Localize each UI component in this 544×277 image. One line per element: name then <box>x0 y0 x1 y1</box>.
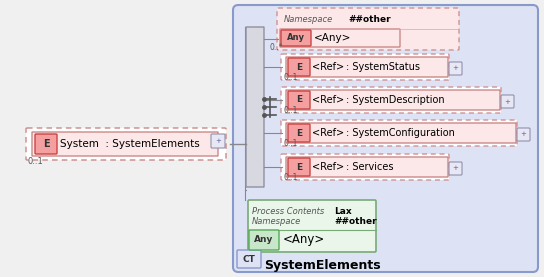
Text: SystemElements: SystemElements <box>264 259 381 272</box>
Text: Any: Any <box>287 34 305 42</box>
Text: 0..*: 0..* <box>270 43 283 52</box>
Text: +: + <box>215 138 221 144</box>
Text: 0..1: 0..1 <box>284 139 298 148</box>
FancyBboxPatch shape <box>281 30 311 46</box>
FancyBboxPatch shape <box>280 29 400 47</box>
FancyBboxPatch shape <box>288 58 310 76</box>
Text: Namespace: Namespace <box>252 217 301 225</box>
Text: Process Contents: Process Contents <box>252 206 324 216</box>
Text: E: E <box>42 139 50 149</box>
Text: 0..1: 0..1 <box>27 158 43 166</box>
Text: E: E <box>296 129 302 137</box>
FancyBboxPatch shape <box>288 158 310 176</box>
FancyBboxPatch shape <box>281 54 449 80</box>
FancyBboxPatch shape <box>517 128 530 141</box>
Text: <Ref>: <Ref> <box>312 162 344 172</box>
FancyBboxPatch shape <box>35 134 57 154</box>
Text: ##other: ##other <box>334 217 376 225</box>
Text: <Ref>: <Ref> <box>312 128 344 138</box>
Text: E: E <box>296 63 302 71</box>
FancyBboxPatch shape <box>233 5 538 272</box>
Text: : SystemDescription: : SystemDescription <box>346 95 444 105</box>
FancyBboxPatch shape <box>286 90 500 110</box>
Text: <Ref>: <Ref> <box>312 62 344 72</box>
Text: +: + <box>453 165 459 171</box>
FancyBboxPatch shape <box>286 57 448 77</box>
Text: 0..1: 0..1 <box>284 173 298 182</box>
FancyBboxPatch shape <box>32 132 218 156</box>
Text: Lax: Lax <box>334 206 351 216</box>
FancyBboxPatch shape <box>237 250 261 268</box>
FancyBboxPatch shape <box>286 123 516 143</box>
FancyBboxPatch shape <box>449 162 462 175</box>
FancyBboxPatch shape <box>211 134 225 148</box>
Text: +: + <box>521 132 527 137</box>
FancyBboxPatch shape <box>26 128 226 160</box>
Text: : SystemConfiguration: : SystemConfiguration <box>346 128 455 138</box>
Text: : Services: : Services <box>346 162 393 172</box>
Text: <Any>: <Any> <box>314 33 351 43</box>
Text: 0..1: 0..1 <box>284 106 298 115</box>
FancyBboxPatch shape <box>288 124 310 142</box>
Text: : SystemStatus: : SystemStatus <box>346 62 420 72</box>
FancyBboxPatch shape <box>281 87 501 113</box>
Text: <Ref>: <Ref> <box>312 95 344 105</box>
FancyBboxPatch shape <box>501 95 514 108</box>
FancyBboxPatch shape <box>288 91 310 109</box>
FancyBboxPatch shape <box>248 200 376 252</box>
Text: Any: Any <box>254 235 274 245</box>
Text: <Any>: <Any> <box>283 234 325 247</box>
FancyBboxPatch shape <box>286 157 448 177</box>
Text: E: E <box>296 163 302 171</box>
FancyBboxPatch shape <box>249 230 279 250</box>
Text: CT: CT <box>243 255 256 263</box>
Text: +: + <box>453 65 459 71</box>
Text: 0..1: 0..1 <box>284 73 298 82</box>
Text: E: E <box>296 96 302 104</box>
FancyBboxPatch shape <box>449 62 462 75</box>
FancyBboxPatch shape <box>246 27 264 187</box>
FancyBboxPatch shape <box>281 120 517 146</box>
Text: +: + <box>505 99 510 104</box>
FancyBboxPatch shape <box>277 8 459 50</box>
Text: Namespace: Namespace <box>284 16 333 24</box>
FancyBboxPatch shape <box>281 154 449 180</box>
Text: ##other: ##other <box>348 16 391 24</box>
Text: System  : SystemElements: System : SystemElements <box>60 139 200 149</box>
